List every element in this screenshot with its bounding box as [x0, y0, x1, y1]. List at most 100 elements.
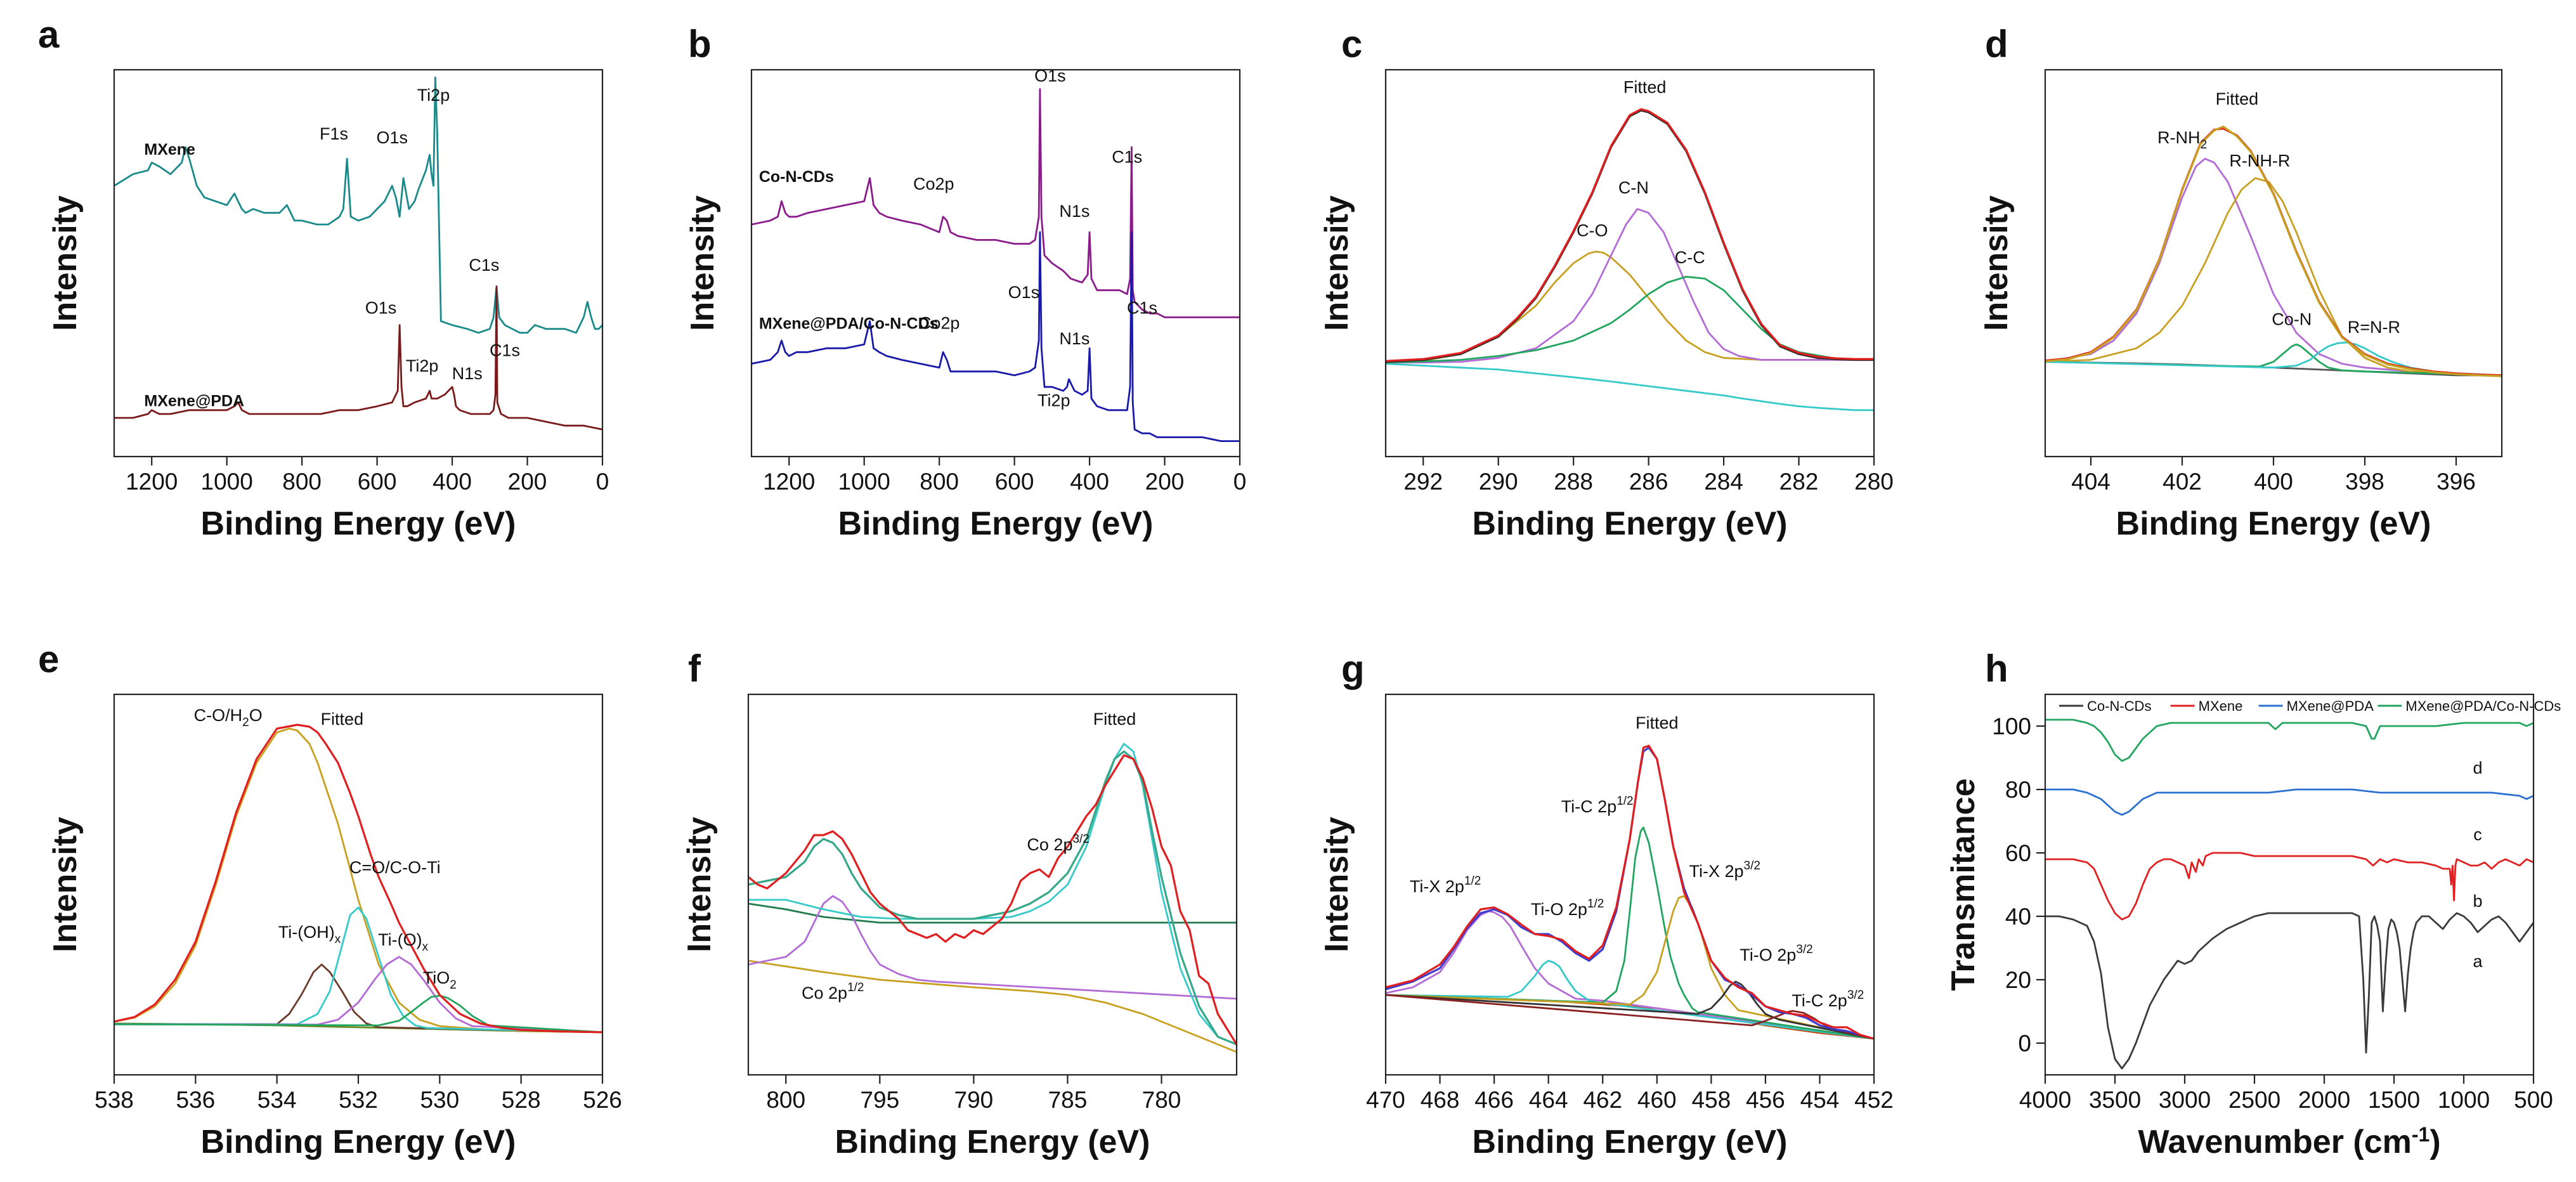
x-tick-label: 280: [1854, 469, 1894, 495]
legend-label: MXene: [2199, 698, 2243, 714]
annotation-label: Ti-C 2p1/2: [1561, 795, 1634, 816]
x-tick-label: 470: [1366, 1087, 1405, 1113]
series-line-c-c: [1386, 275, 1874, 364]
x-tick-label: 402: [2163, 469, 2202, 495]
x-tick-label: 200: [1145, 469, 1185, 495]
y-tick-label: 80: [2005, 777, 2031, 803]
annotation-label: Co2p: [919, 314, 960, 333]
annotation-label: C-N: [1618, 178, 1649, 197]
panel-h: h 4000 3500 3000 2500 2000 1500 1000 500 0 20 40 60 8…: [1945, 647, 2561, 1160]
x-axis-title: Binding Energy (eV): [201, 1124, 516, 1160]
x-tick-label: 1000: [201, 469, 253, 495]
annotation-label: O1s: [1008, 283, 1040, 302]
annotation-label: Ti-(OH)x: [278, 923, 341, 946]
annotation-label: R-NH-R: [2229, 152, 2290, 171]
series-line-mxene-pda-co-n-cds: [2045, 718, 2534, 762]
panel-label: b: [688, 23, 712, 65]
series-line-ti-c-2p1-2: [1386, 826, 1874, 1040]
series-line-c-o-h2o: [114, 727, 602, 1034]
x-tick-label: 466: [1474, 1087, 1514, 1113]
x-tick-label: 284: [1704, 469, 1743, 495]
annotation-label: O1s: [1034, 66, 1066, 85]
plot-frame: [113, 693, 604, 1076]
annotation-label: N1s: [1059, 329, 1090, 348]
x-tick-label: 2000: [2298, 1087, 2350, 1113]
series-line-co-n: [2045, 343, 2502, 377]
x-tick-label: 400: [2254, 469, 2293, 495]
panel-e: e 538 536 534 532 530 528 526 Binding Energy (eV…: [38, 638, 622, 1160]
series-line-co-2p3-2: [748, 743, 1237, 1046]
annotation-label: C1s: [1112, 147, 1142, 166]
panel-c: c 292 290 288 286 284 282 280 Binding Energy (eV…: [1318, 23, 1894, 542]
series-line-mxene-pda: [114, 285, 602, 431]
plot-frame: [750, 68, 1241, 458]
annotation-label: O1s: [377, 128, 408, 147]
x-tick-label: 532: [339, 1087, 378, 1113]
x-tick-label: 1000: [838, 469, 890, 495]
legend-label: Co-N-CDs: [2087, 698, 2151, 714]
annotation-label: a: [2473, 952, 2483, 971]
x-tick-label: 528: [502, 1087, 541, 1113]
x-axis-title: Binding Energy (eV): [1473, 505, 1788, 542]
panel-f: f 800 795 790 785 780 Binding Energy (eV) Inten…: [681, 647, 1238, 1160]
series-line-ti-o-2p3-2: [1386, 980, 1874, 1040]
plot-frame: [2044, 68, 2503, 458]
x-tick-label: 458: [1691, 1087, 1731, 1113]
x-tick-label: 454: [1800, 1087, 1840, 1113]
x-axis-title: Binding Energy (eV): [838, 505, 1154, 542]
x-tick-label: 785: [1048, 1087, 1088, 1113]
annotation-label: Co 2p1/2: [802, 981, 864, 1003]
annotation-label: Co-N: [2272, 310, 2312, 329]
annotation-label: Ti-O 2p1/2: [1531, 897, 1604, 919]
y-tick-label: 40: [2005, 904, 2031, 930]
x-tick-label: 200: [508, 469, 547, 495]
panel-label: e: [38, 638, 59, 680]
legend-label: MXene@PDA/Co-N-CDs: [2405, 698, 2561, 714]
x-tick-label: 800: [920, 469, 959, 495]
series-line-ti-o-x: [114, 956, 602, 1034]
x-tick-label: 400: [1070, 469, 1109, 495]
x-tick-label: 456: [1746, 1087, 1785, 1113]
series-line-fitted: [114, 724, 602, 1034]
series-line-co-n-cds: [2045, 912, 2534, 1070]
y-axis-title: Intensity: [1978, 195, 2015, 331]
series-line-raw: [1386, 744, 1874, 1040]
x-tick-label: 398: [2345, 469, 2384, 495]
series-line-r-n-r: [2045, 341, 2502, 377]
y-axis-title: Intensity: [47, 195, 84, 331]
series-line-background: [748, 959, 1237, 1053]
annotation-label: O1s: [365, 298, 397, 317]
annotation-label: Ti2p: [1038, 391, 1070, 410]
plot-frame: [1384, 693, 1875, 1076]
y-tick-label: 60: [2005, 840, 2031, 866]
series-line-raw: [1386, 109, 1874, 363]
x-tick-label: 3000: [2159, 1087, 2211, 1113]
annotation-label: MXene: [144, 141, 195, 159]
y-axis-title: Intensity: [684, 195, 721, 331]
annotation-label: C-O: [1577, 221, 1608, 240]
annotation-label: Co-N-CDs: [759, 168, 834, 186]
plot-frame: [2044, 693, 2535, 1076]
series-line-co-n-cds: [751, 88, 1240, 318]
series-line-ti-oh-x: [114, 963, 602, 1034]
x-tick-label: 530: [420, 1087, 459, 1113]
series-line-mxene: [2045, 852, 2534, 921]
x-axis-title: Binding Energy (eV): [1473, 1124, 1788, 1160]
annotation-label: b: [2473, 892, 2482, 911]
x-tick-label: 1000: [2438, 1087, 2490, 1113]
annotation-label: Ti2p: [406, 356, 439, 375]
series-line-ti-x-2p1-2: [1386, 910, 1874, 1040]
annotation-label: MXene@PDA: [144, 393, 244, 410]
x-axis-title: Wavenumber (cm-1): [2138, 1123, 2440, 1160]
annotation-label: C1s: [1127, 298, 1157, 317]
plot-frame: [113, 68, 604, 458]
x-tick-label: 800: [766, 1087, 805, 1113]
annotation-label: Ti-X 2p3/2: [1689, 859, 1760, 881]
annotation-label: Fitted: [321, 710, 364, 729]
annotation-label: R=N-R: [2348, 318, 2400, 337]
x-tick-label: 404: [2071, 469, 2111, 495]
x-tick-label: 460: [1637, 1087, 1677, 1113]
annotation-label: Fitted: [2216, 89, 2259, 108]
y-axis-title: Intensity: [1318, 195, 1355, 331]
